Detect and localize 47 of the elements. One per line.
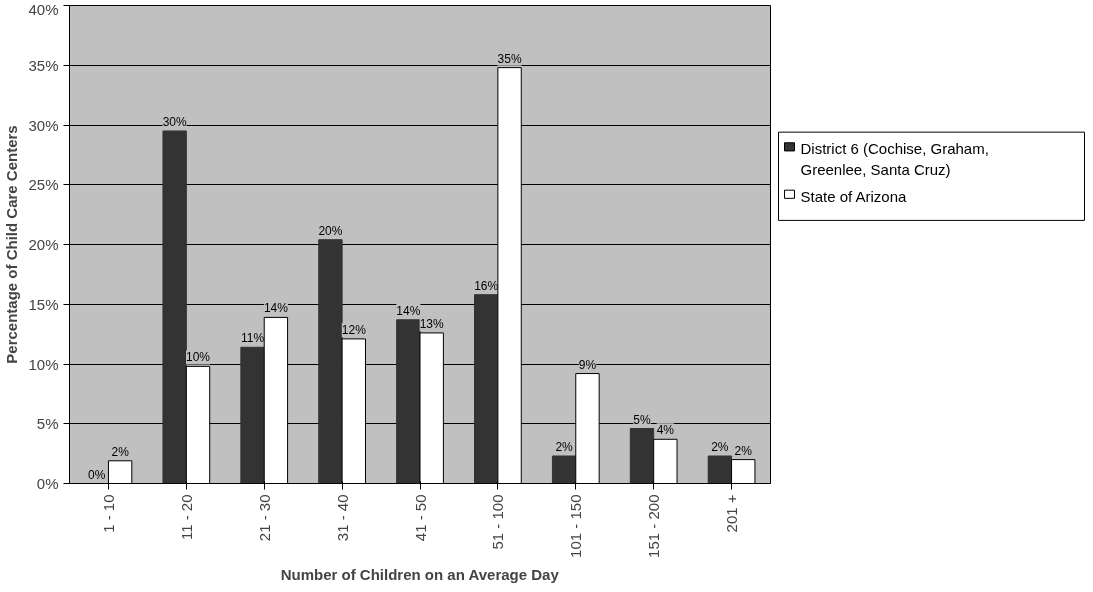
data-label: 5%: [633, 412, 651, 427]
data-label: 9%: [578, 357, 597, 372]
bar: [396, 319, 421, 484]
data-label: 2%: [555, 440, 574, 455]
data-label: 10%: [186, 350, 211, 365]
bar: [551, 455, 577, 484]
y-tick-label: 25%: [28, 176, 59, 194]
bar: [240, 346, 265, 484]
bar: [707, 455, 733, 484]
x-tick-label: 41 - 50: [411, 494, 429, 542]
data-label: 35%: [497, 51, 522, 66]
x-tick-label: 31 - 40: [333, 494, 351, 542]
data-label: 2%: [734, 443, 753, 458]
x-tick-label: 21 - 30: [255, 494, 273, 542]
legend-label: District 6 (Cochise, Graham, Greenlee, Santa Cruz): [800, 140, 989, 178]
y-axis-title: Percentage of Child Care Centers: [3, 125, 21, 364]
x-tick-label: 151 - 200: [645, 494, 663, 558]
y-tick-label: 20%: [28, 236, 59, 253]
x-axis-title: Number of Children on an Average Day: [280, 565, 560, 583]
bar: [318, 239, 343, 484]
data-label: 11%: [240, 331, 265, 346]
x-tick-label: 201 +: [723, 494, 741, 533]
data-label: 2%: [111, 444, 130, 459]
y-tick-label: 40%: [28, 0, 59, 18]
y-tick-label: 10%: [28, 355, 59, 373]
y-tick-label: 15%: [28, 295, 59, 313]
data-label: 14%: [263, 301, 289, 316]
x-tick-label: 11 - 20: [177, 494, 195, 541]
y-tick-label: 35%: [28, 56, 59, 74]
bar: [629, 428, 655, 484]
x-tick-label: 51 - 100: [489, 494, 507, 550]
x-tick-label: 1 - 10: [99, 494, 117, 533]
data-label: 30%: [162, 114, 187, 129]
y-tick-label: 30%: [28, 116, 59, 134]
y-tick-label: 0%: [36, 475, 59, 492]
data-label: 0%: [88, 467, 106, 482]
data-label: 14%: [396, 303, 421, 318]
legend-label: State of Arizona: [800, 187, 908, 205]
data-label: 12%: [341, 322, 367, 337]
data-label: 20%: [318, 223, 343, 238]
data-label: 2%: [711, 440, 729, 455]
data-label: 4%: [656, 423, 675, 438]
x-tick-label: 101 - 150: [567, 494, 585, 558]
data-label: 13%: [419, 316, 445, 331]
y-tick-label: 5%: [36, 415, 59, 433]
bar: [474, 294, 499, 484]
bar: [162, 130, 187, 484]
